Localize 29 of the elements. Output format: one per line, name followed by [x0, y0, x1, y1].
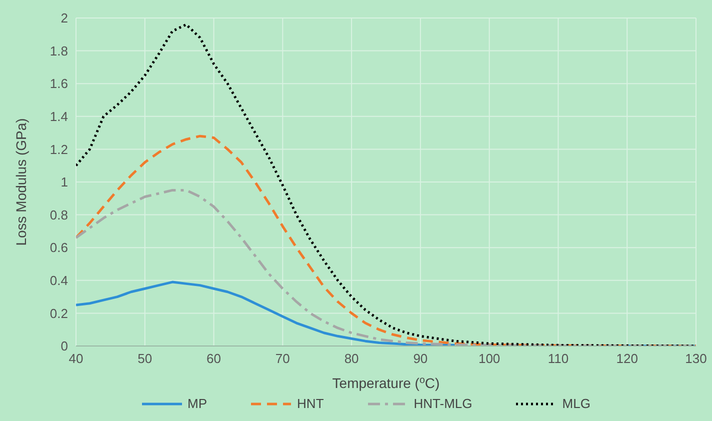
x-tick-label: 50	[138, 351, 152, 366]
y-tick-label: 1.8	[50, 43, 68, 58]
x-tick-label: 40	[68, 351, 84, 366]
y-tick-label: 0	[60, 338, 68, 354]
x-tick-label: 120	[616, 351, 638, 366]
x-axis-title: Temperature ($^{o}$C)	[332, 374, 440, 391]
y-tick-label: 0.2	[50, 306, 68, 321]
x-tick-label: 90	[413, 351, 428, 366]
y-axis-title: Loss Modulus (GPa)	[13, 118, 29, 246]
y-tick-label: 1.2	[50, 142, 68, 157]
x-tick-label: 130	[685, 351, 707, 366]
x-tick-label: 70	[275, 351, 290, 366]
legend-label: MP	[186, 396, 208, 411]
y-tick-label: 1.4	[50, 109, 68, 124]
x-tick-label: 100	[478, 351, 500, 366]
line-series	[76, 23, 696, 346]
legend-label: MLG	[561, 396, 590, 411]
legend-label: HNT	[296, 396, 324, 411]
x-tick-label: 60	[206, 351, 222, 366]
x-tick-label: 110	[548, 351, 569, 366]
line-series	[76, 134, 696, 346]
y-tick-label: 0.8	[50, 207, 68, 222]
y-tick-label: 0.6	[50, 240, 68, 256]
y-tick-label: 2	[60, 10, 68, 26]
y-tick-label: 1	[60, 174, 68, 190]
y-tick-label: 0.4	[50, 273, 68, 288]
y-tick-label: 1.6	[50, 76, 68, 92]
x-tick-label: 80	[344, 351, 359, 366]
legend-label: HNT-MLG	[412, 396, 472, 411]
